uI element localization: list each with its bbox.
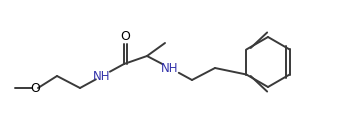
- Text: NH: NH: [161, 61, 179, 75]
- Text: O: O: [30, 81, 40, 94]
- Text: O: O: [120, 31, 130, 43]
- Text: NH: NH: [93, 70, 111, 83]
